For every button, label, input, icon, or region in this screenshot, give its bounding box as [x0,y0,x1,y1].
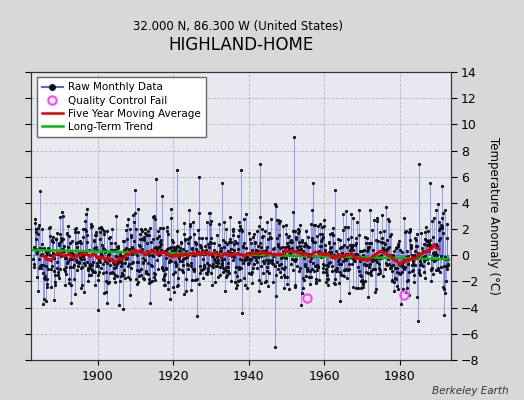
Text: 32.000 N, 86.300 W (United States): 32.000 N, 86.300 W (United States) [134,20,343,33]
Text: Berkeley Earth: Berkeley Earth [432,386,508,396]
Y-axis label: Temperature Anomaly (°C): Temperature Anomaly (°C) [486,137,499,295]
Title: HIGHLAND-HOME: HIGHLAND-HOME [168,36,314,54]
Legend: Raw Monthly Data, Quality Control Fail, Five Year Moving Average, Long-Term Tren: Raw Monthly Data, Quality Control Fail, … [37,77,206,137]
